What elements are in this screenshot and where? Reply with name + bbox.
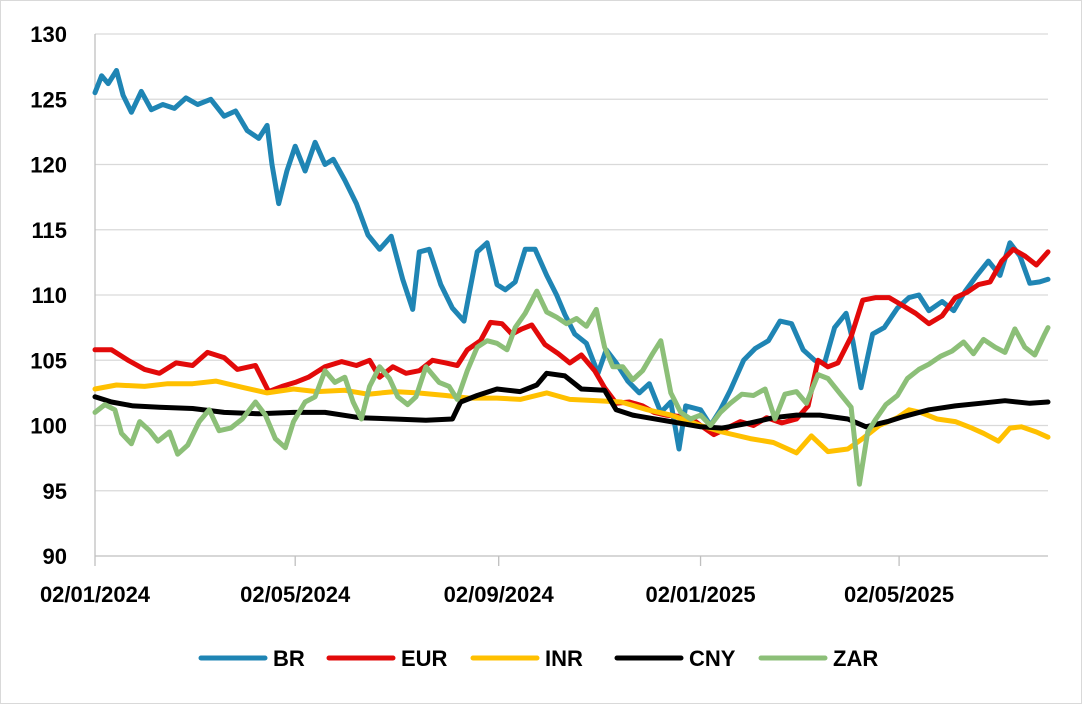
x-tick-label: 02/01/2024 [40, 582, 151, 607]
series-line-zar [92, 288, 1051, 487]
series-line-cny [92, 370, 1051, 431]
y-tick-label: 125 [30, 87, 67, 112]
legend-label: CNY [689, 646, 736, 671]
y-tick-label: 110 [32, 283, 68, 308]
series-line-br [92, 68, 1051, 452]
series-lines [92, 68, 1051, 487]
y-tick-label: 120 [30, 153, 67, 178]
legend-label: EUR [401, 646, 448, 671]
y-axis-tick-labels: 90 95 100 105 110 115 120 125 130 [30, 22, 67, 569]
legend-item-br: BR [198, 646, 305, 671]
legend-label: INR [545, 646, 583, 671]
y-tick-label: 115 [32, 218, 68, 243]
legend-item-inr: INR [470, 646, 583, 671]
y-tick-label: 130 [30, 22, 67, 47]
series-line-inr [92, 378, 1051, 456]
gridlines [95, 33, 1048, 492]
x-axis-tick-labels: 02/01/2024 02/05/2024 02/09/2024 02/01/2025… [40, 582, 954, 607]
x-tick-label: 02/05/2025 [844, 582, 954, 607]
legend-item-eur: EUR [326, 646, 448, 671]
x-tick-label: 02/01/2025 [645, 582, 755, 607]
x-tick-label: 02/09/2024 [444, 582, 555, 607]
y-tick-label: 90 [43, 544, 67, 569]
legend-label: ZAR [833, 646, 878, 671]
axes [94, 34, 1048, 566]
x-tick-label: 02/05/2024 [240, 582, 351, 607]
legend-item-zar: ZAR [758, 646, 878, 671]
y-tick-label: 105 [30, 348, 67, 373]
legend-item-cny: CNY [614, 646, 736, 671]
series-line-eur [92, 246, 1051, 438]
y-tick-label: 100 [30, 414, 67, 439]
y-tick-label: 95 [43, 479, 67, 504]
legend: BR EUR INR CNY ZAR [198, 646, 878, 671]
legend-label: BR [273, 646, 305, 671]
